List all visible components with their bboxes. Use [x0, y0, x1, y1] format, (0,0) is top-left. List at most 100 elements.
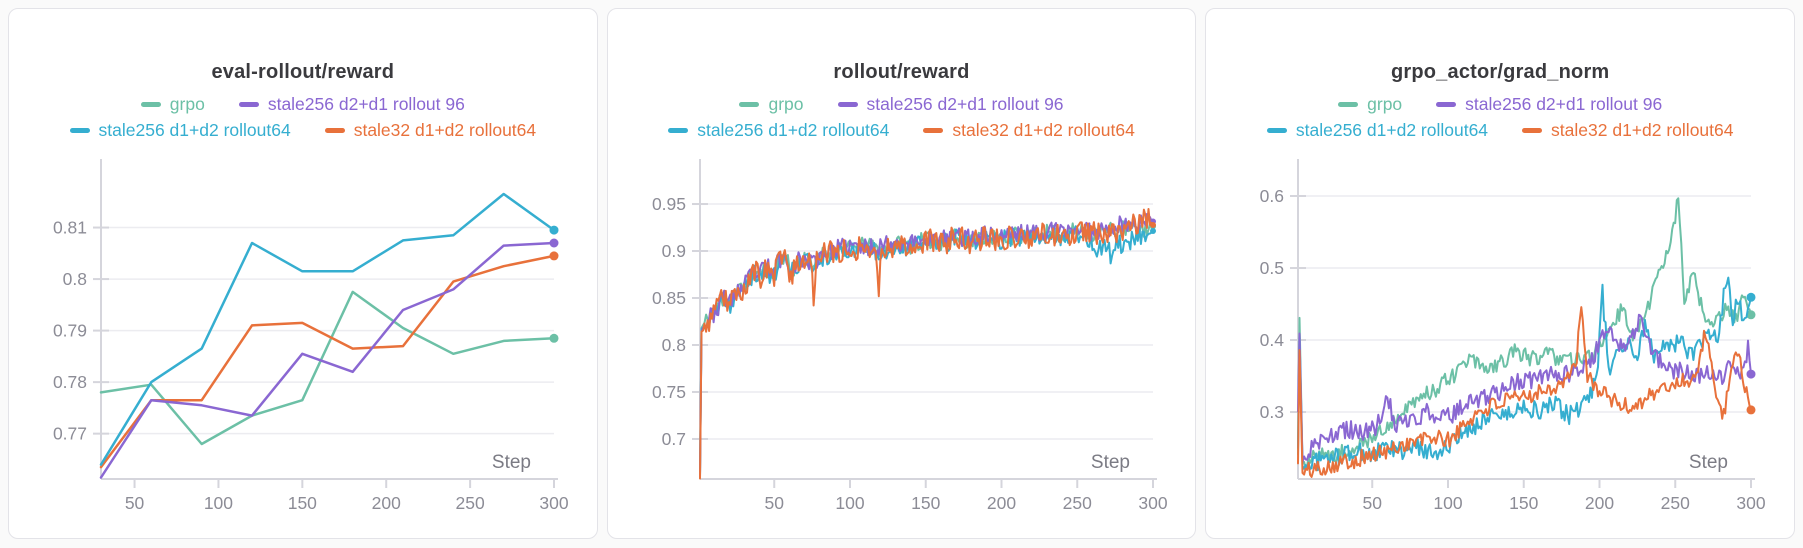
chart-legend: grpo stale256 d2+d1 rollout 96 stale256 d1…	[9, 94, 597, 141]
x-tick-label: 50	[764, 493, 784, 513]
x-axis-title: Step	[1091, 452, 1130, 473]
y-tick-label: 0.3	[1260, 402, 1284, 422]
series-end-dot	[1149, 222, 1156, 228]
chart-plot-area[interactable]: 0.77 0.78 0.79 0.8 0.81 50 100 150 200 250 300 Step	[9, 9, 598, 539]
legend-label: stale32 d1+d2 rollout64	[353, 120, 537, 140]
y-tick-label: 0.6	[1260, 186, 1284, 206]
x-tick-label: 200	[987, 493, 1016, 513]
legend-swatch-icon	[1436, 102, 1457, 107]
legend-label: stale256 d2+d1 rollout 96	[866, 94, 1064, 114]
legend-item-grpo[interactable]: grpo	[140, 94, 205, 115]
chart-title: rollout/reward	[833, 61, 970, 83]
x-axis-title: Step	[1689, 452, 1728, 473]
chart-panel-rollout-reward[interactable]: rollout/reward grpo stale256 d2+d1 rollout…	[606, 8, 1197, 539]
y-tick-label: 0.7	[661, 429, 685, 449]
y-tick-label: 0.79	[53, 321, 87, 341]
legend-label: stale256 d1+d2 rollout64	[1295, 120, 1489, 140]
legend-item-stale256-d2-d1-rollout-96[interactable]: stale256 d2+d1 rollout 96	[837, 94, 1064, 115]
legend-item-grpo[interactable]: grpo	[739, 94, 804, 115]
legend-item-stale32-d1-d2-rollout64[interactable]: stale32 d1+d2 rollout64	[923, 120, 1135, 141]
y-tick-label: 0.5	[1260, 258, 1284, 278]
series-end-dot	[1149, 228, 1156, 234]
legend-label: grpo	[1367, 94, 1403, 114]
x-tick-label: 250	[1661, 493, 1690, 513]
x-tick-label: 250	[1062, 493, 1091, 513]
y-tick-label: 0.4	[1260, 330, 1285, 350]
y-tick-label: 0.8	[661, 335, 685, 355]
legend-label: stale32 d1+d2 rollout64	[952, 120, 1135, 140]
legend-row: stale256 d1+d2 rollout64 stale32 d1+d2 ro…	[69, 120, 537, 141]
legend-item-stale256-d2-d1-rollout-96[interactable]: stale256 d2+d1 rollout 96	[238, 94, 465, 115]
legend-row: stale256 d1+d2 rollout64 stale32 d1+d2 ro…	[1266, 120, 1733, 141]
series-line-stale32-d1-d2-rollout64	[1297, 306, 1753, 478]
y-tick-label: 0.81	[53, 218, 87, 238]
legend-item-stale256-d1-d2-rollout64[interactable]: stale256 d1+d2 rollout64	[69, 120, 291, 141]
legend-label: grpo	[169, 94, 205, 114]
legend-row: stale256 d1+d2 rollout64 stale32 d1+d2 ro…	[668, 120, 1135, 141]
series-end-dot	[549, 238, 559, 248]
legend-item-stale256-d1-d2-rollout64[interactable]: stale256 d1+d2 rollout64	[1266, 120, 1489, 141]
x-tick-label: 100	[1434, 493, 1463, 513]
legend-row: grpo stale256 d2+d1 rollout 96	[739, 94, 1064, 115]
series-line-stale32-d1-d2-rollout64	[99, 254, 556, 469]
legend-item-stale32-d1-d2-rollout64[interactable]: stale32 d1+d2 rollout64	[324, 120, 537, 141]
legend-swatch-icon	[69, 128, 90, 133]
y-tick-label: 0.85	[652, 288, 686, 308]
chart-legend: grpo stale256 d2+d1 rollout 96 stale256 d1…	[1206, 94, 1794, 141]
series-line-stale256-d1-d2-rollout64	[698, 225, 1154, 477]
legend-swatch-icon	[1338, 102, 1359, 107]
series-end-dot	[1149, 218, 1156, 225]
legend-swatch-icon	[923, 128, 944, 133]
legend-row: grpo stale256 d2+d1 rollout 96	[140, 94, 465, 115]
y-tick-label: 0.8	[63, 269, 87, 289]
chart-title: grpo_actor/grad_norm	[1390, 61, 1610, 83]
x-tick-label: 100	[835, 493, 864, 513]
x-tick-label: 300	[539, 493, 568, 513]
legend-label: stale256 d1+d2 rollout64	[697, 120, 890, 140]
legend-label: stale32 d1+d2 rollout64	[1551, 120, 1734, 140]
chart-plot-area[interactable]: 0.7 0.75 0.8 0.85 0.9 0.95 50 100 150 200 250 300 St…	[608, 9, 1197, 539]
legend-swatch-icon	[668, 128, 689, 133]
x-tick-label: 200	[1585, 493, 1614, 513]
series-line-stale32-d1-d2-rollout64	[698, 208, 1154, 480]
legend-swatch-icon	[1266, 128, 1287, 133]
legend-item-stale256-d2-d1-rollout-96[interactable]: stale256 d2+d1 rollout 96	[1436, 94, 1662, 115]
series-end-dot	[549, 251, 559, 261]
y-tick-label: 0.75	[652, 382, 686, 402]
legend-label: stale256 d1+d2 rollout64	[98, 120, 291, 140]
legend-swatch-icon	[739, 102, 760, 107]
series-end-dot	[549, 333, 559, 343]
legend-item-stale256-d1-d2-rollout64[interactable]: stale256 d1+d2 rollout64	[668, 120, 889, 141]
x-tick-label: 200	[372, 493, 401, 513]
chart-title: eval-rollout/reward	[211, 61, 395, 83]
y-tick-label: 0.78	[53, 372, 87, 392]
series-end-dot	[1746, 405, 1756, 415]
chart-plot-area[interactable]: 0.3 0.4 0.5 0.6 50 100 150 200 250 300 Step	[1206, 9, 1795, 539]
legend-swatch-icon	[324, 128, 345, 133]
x-tick-label: 300	[1138, 493, 1167, 513]
series-end-dot	[1149, 223, 1156, 230]
legend-swatch-icon	[837, 102, 858, 107]
legend-label: grpo	[768, 94, 804, 114]
x-tick-label: 300	[1737, 493, 1766, 513]
series-line-stale256-d2-d1-rollout-96	[1297, 313, 1753, 464]
legend-label: stale256 d2+d1 rollout 96	[267, 94, 465, 114]
series-line-grpo	[99, 290, 556, 446]
legend-row: grpo stale256 d2+d1 rollout 96	[1338, 94, 1662, 115]
legend-swatch-icon	[140, 102, 161, 107]
y-tick-label: 0.77	[53, 424, 87, 444]
x-tick-label: 100	[204, 493, 233, 513]
legend-swatch-icon	[238, 102, 259, 107]
x-tick-label: 150	[1509, 493, 1538, 513]
series-end-dot	[1746, 292, 1756, 302]
series-line-stale256-d2-d1-rollout-96	[698, 213, 1154, 479]
legend-item-stale32-d1-d2-rollout64[interactable]: stale32 d1+d2 rollout64	[1522, 120, 1733, 141]
x-tick-label: 250	[456, 493, 485, 513]
legend-item-grpo[interactable]: grpo	[1338, 94, 1402, 115]
chart-legend: grpo stale256 d2+d1 rollout 96 stale256 d1…	[608, 94, 1196, 141]
series-end-dot	[1746, 310, 1756, 320]
chart-panel-eval-rollout-reward[interactable]: eval-rollout/reward grpo stale256 d2+d1 ro…	[8, 8, 598, 539]
y-tick-label: 0.9	[661, 241, 685, 261]
